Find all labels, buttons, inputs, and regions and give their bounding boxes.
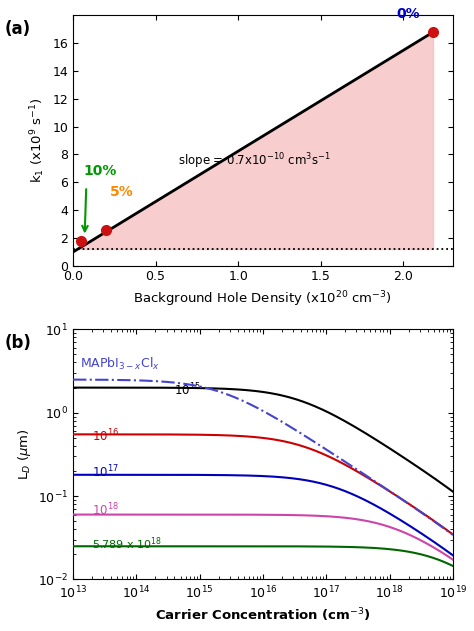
- Y-axis label: L$_D$ ($\mu$m): L$_D$ ($\mu$m): [16, 428, 33, 480]
- Text: 5%: 5%: [109, 185, 133, 199]
- X-axis label: Background Hole Density (x10$^{20}$ cm$^{-3}$): Background Hole Density (x10$^{20}$ cm$^…: [134, 289, 392, 309]
- Text: MAPbI$_{3-x}$Cl$_x$: MAPbI$_{3-x}$Cl$_x$: [80, 357, 160, 372]
- Text: slope = 0.7x10$^{-10}$ cm$^{3}$s$^{-1}$: slope = 0.7x10$^{-10}$ cm$^{3}$s$^{-1}$: [178, 151, 331, 171]
- Text: 0%: 0%: [396, 8, 420, 21]
- Text: 10$^{17}$: 10$^{17}$: [92, 464, 119, 480]
- Text: 5.789 x 10$^{18}$: 5.789 x 10$^{18}$: [92, 535, 162, 551]
- Text: 10%: 10%: [83, 164, 116, 179]
- Text: 10$^{16}$: 10$^{16}$: [92, 427, 119, 444]
- X-axis label: Carrier Concentration (cm$^{-3}$): Carrier Concentration (cm$^{-3}$): [155, 606, 371, 624]
- Y-axis label: k$_1$ (x10$^{9}$ s$^{-1}$): k$_1$ (x10$^{9}$ s$^{-1}$): [28, 98, 47, 184]
- Text: 10$^{18}$: 10$^{18}$: [92, 502, 119, 518]
- Text: (b): (b): [5, 334, 32, 352]
- Text: 10$^{15}$: 10$^{15}$: [174, 382, 201, 399]
- Text: (a): (a): [5, 20, 31, 38]
